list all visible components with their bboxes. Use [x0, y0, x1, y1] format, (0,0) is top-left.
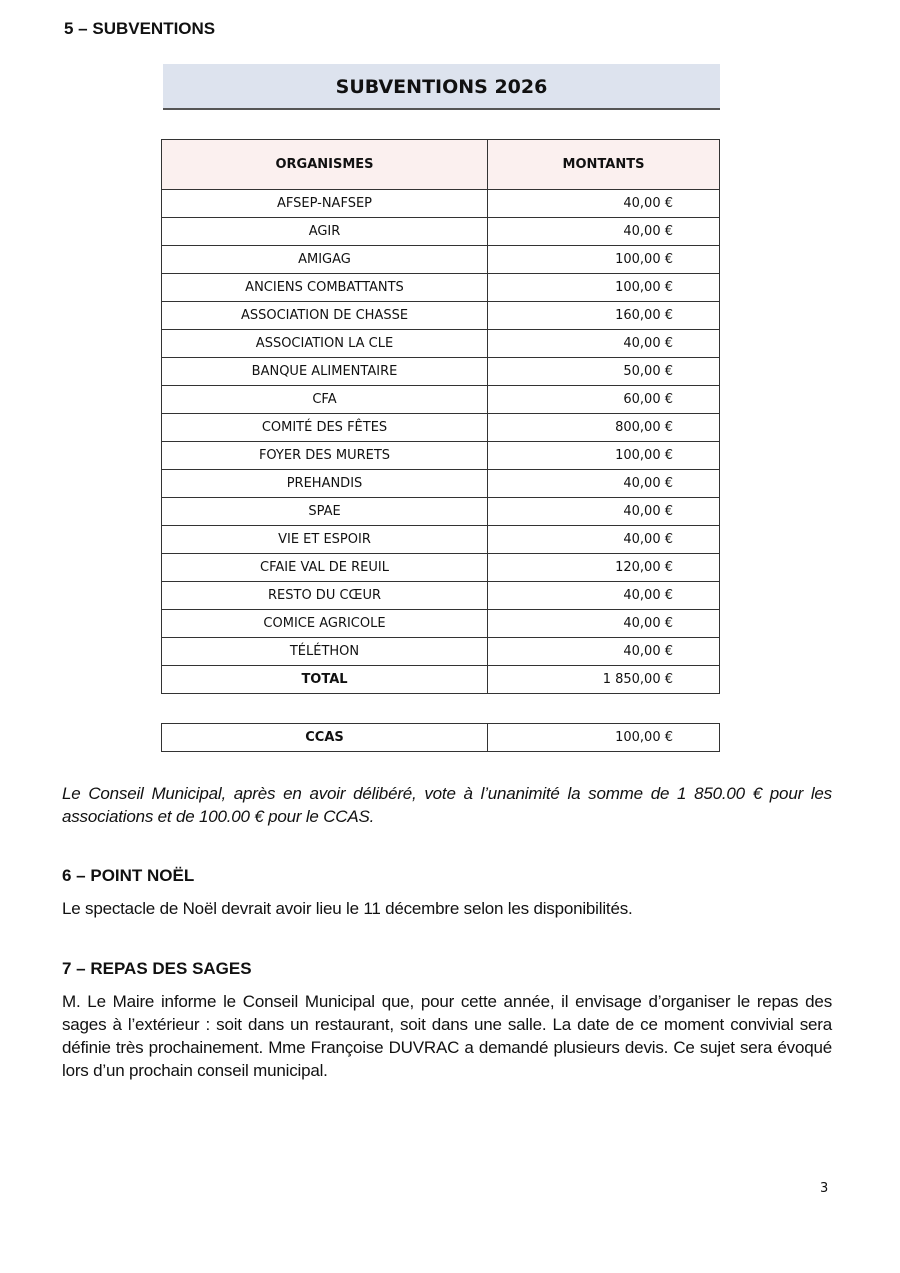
amount-cell: 40,00 €: [487, 469, 720, 498]
amount-cell: 100,00 €: [487, 441, 720, 470]
total-label: TOTAL: [161, 665, 488, 694]
organisme-cell: FOYER DES MURETS: [161, 441, 488, 470]
table-row: BANQUE ALIMENTAIRE 50,00 €: [161, 357, 720, 386]
organisme-cell: AGIR: [161, 217, 488, 246]
organisme-cell: TÉLÉTHON: [161, 637, 488, 666]
table-row: TÉLÉTHON 40,00 €: [161, 637, 720, 666]
section-5-heading: 5 – SUBVENTIONS: [64, 19, 216, 38]
amount-cell: 40,00 €: [487, 609, 720, 638]
organisme-cell: COMICE AGRICOLE: [161, 609, 488, 638]
table-row: PREHANDIS 40,00 €: [161, 469, 720, 498]
amount-cell: 50,00 €: [487, 357, 720, 386]
table-row: ASSOCIATION LA CLE 40,00 €: [161, 329, 720, 358]
amount-cell: 60,00 €: [487, 385, 720, 414]
ccas-table: CCAS 100,00 €: [161, 723, 720, 752]
amount-cell: 40,00 €: [487, 217, 720, 246]
table-row: RESTO DU CŒUR 40,00 €: [161, 581, 720, 610]
table-row: COMICE AGRICOLE 40,00 €: [161, 609, 720, 638]
total-amount: 1 850,00 €: [487, 665, 720, 694]
organisme-cell: PREHANDIS: [161, 469, 488, 498]
amount-cell: 100,00 €: [487, 245, 720, 274]
organisme-cell: ASSOCIATION DE CHASSE: [161, 301, 488, 330]
column-header-organismes: ORGANISMES: [161, 139, 488, 190]
amount-cell: 40,00 €: [487, 329, 720, 358]
table-row: AGIR 40,00 €: [161, 217, 720, 246]
table-row: FOYER DES MURETS 100,00 €: [161, 441, 720, 470]
amount-cell: 800,00 €: [487, 413, 720, 442]
table-row: ASSOCIATION DE CHASSE 160,00 €: [161, 301, 720, 330]
table-row: TOTAL 1 850,00 €: [161, 665, 720, 694]
subventions-table: ORGANISMES MONTANTS AFSEP-NAFSEP 40,00 € A…: [161, 139, 720, 694]
vote-paragraph: Le Conseil Municipal, après en avoir dél…: [62, 784, 832, 826]
organisme-cell: AFSEP-NAFSEP: [161, 189, 488, 218]
amount-cell: 40,00 €: [487, 497, 720, 526]
amount-cell: 120,00 €: [487, 553, 720, 582]
section-6-heading: 6 – POINT NOËL: [62, 866, 195, 885]
amount-cell: 40,00 €: [487, 637, 720, 666]
organisme-cell: ANCIENS COMBATTANTS: [161, 273, 488, 302]
ccas-amount: 100,00 €: [487, 723, 720, 752]
column-header-montants: MONTANTS: [487, 139, 720, 190]
table-banner-title: SUBVENTIONS 2026: [163, 64, 720, 110]
amount-cell: 40,00 €: [487, 189, 720, 218]
section-7-heading: 7 – REPAS DES SAGES: [62, 959, 252, 978]
table-row: CFA 60,00 €: [161, 385, 720, 414]
table-row: AFSEP-NAFSEP 40,00 €: [161, 189, 720, 218]
table-row: SPAE 40,00 €: [161, 497, 720, 526]
organisme-cell: ASSOCIATION LA CLE: [161, 329, 488, 358]
table-row: AMIGAG 100,00 €: [161, 245, 720, 274]
organisme-cell: COMITÉ DES FÊTES: [161, 413, 488, 442]
amount-cell: 100,00 €: [487, 273, 720, 302]
organisme-cell: RESTO DU CŒUR: [161, 581, 488, 610]
table-row: ANCIENS COMBATTANTS 100,00 €: [161, 273, 720, 302]
ccas-label: CCAS: [161, 723, 488, 752]
organisme-cell: CFAIE VAL DE REUIL: [161, 553, 488, 582]
table-row: VIE ET ESPOIR 40,00 €: [161, 525, 720, 554]
table-row: COMITÉ DES FÊTES 800,00 €: [161, 413, 720, 442]
page-number: 3: [820, 1181, 829, 1196]
section-7-text: M. Le Maire informe le Conseil Municipal…: [62, 992, 832, 1080]
amount-cell: 40,00 €: [487, 525, 720, 554]
organisme-cell: BANQUE ALIMENTAIRE: [161, 357, 488, 386]
organisme-cell: SPAE: [161, 497, 488, 526]
amount-cell: 160,00 €: [487, 301, 720, 330]
organisme-cell: VIE ET ESPOIR: [161, 525, 488, 554]
amount-cell: 40,00 €: [487, 581, 720, 610]
section-6-text: Le spectacle de Noël devrait avoir lieu …: [62, 899, 633, 918]
organisme-cell: CFA: [161, 385, 488, 414]
organisme-cell: AMIGAG: [161, 245, 488, 274]
table-row: CFAIE VAL DE REUIL 120,00 €: [161, 553, 720, 582]
table-row: CCAS 100,00 €: [161, 723, 720, 752]
